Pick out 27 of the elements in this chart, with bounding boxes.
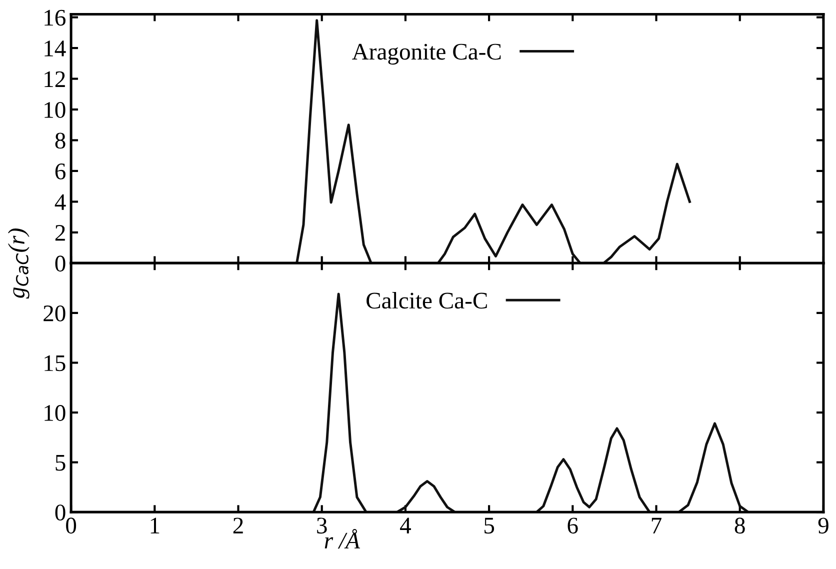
y-tick-label: 16 [44,10,66,26]
y-tick-label: 14 [44,40,66,56]
x-tick-label: 4 [400,518,411,534]
y-tick-label: 5 [56,455,66,471]
y-tick-label: 6 [55,164,66,180]
y-tick-label: 10 [44,405,66,421]
x-tick-label: 2 [233,518,243,534]
y-tick-label: 0 [55,256,66,272]
x-tick-label: 6 [568,518,578,534]
y-tick-label: 20 [44,305,66,322]
x-tick-label: 7 [652,518,662,534]
y-axis-title: g$_{CaC}$(r) [8,228,30,299]
x-tick-label: 1 [150,518,160,534]
y-tick-label: 10 [44,102,66,118]
y-tick-label: 0 [55,504,66,521]
y-tick-label: 4 [54,194,66,210]
y-tick-label: 8 [55,132,66,149]
y-tick-label: 12 [44,71,65,87]
x-tick-label: 3 [317,518,327,534]
y-tick-label: 2 [55,224,65,241]
y-tick-label: 15 [44,355,66,372]
legend-label: Aragonite Ca-C [352,44,501,65]
x-tick-label: 5 [484,518,494,534]
legend-label: Calcite Ca-C [366,292,487,309]
x-tick-label: 8 [734,518,745,534]
x-tick-label: 0 [66,518,76,534]
x-tick-label: 9 [818,518,828,534]
